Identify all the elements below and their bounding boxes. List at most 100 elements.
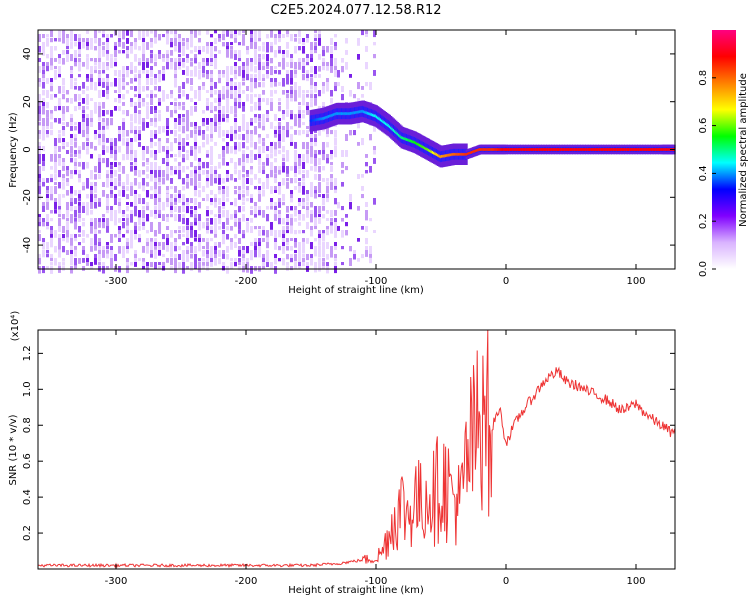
heatmap-cell (46, 130, 49, 136)
heatmap-cell (66, 226, 69, 232)
heatmap-cell (210, 246, 213, 253)
heatmap-cell (330, 90, 333, 97)
heatmap-cell (82, 258, 85, 263)
heatmap-cell (138, 46, 141, 51)
heatmap-cell (242, 78, 245, 82)
heatmap-cell (78, 170, 81, 177)
heatmap-cell (282, 154, 285, 159)
heatmap-cell (134, 150, 137, 157)
heatmap-cell (310, 54, 313, 59)
heatmap-cell (78, 106, 81, 110)
heatmap-cell (78, 174, 81, 179)
heatmap-cell (50, 50, 53, 56)
heatmap-cell (238, 170, 241, 176)
heatmap-cell (198, 174, 201, 182)
heatmap-cell (290, 74, 293, 81)
heatmap-cell (114, 194, 117, 200)
heatmap-y-tick-label: 20 (22, 95, 33, 108)
heatmap-cell (298, 90, 301, 98)
heatmap-cell (254, 118, 257, 124)
heatmap-cell (226, 130, 229, 135)
heatmap-cell (330, 250, 333, 258)
heatmap-cell (286, 30, 289, 35)
heatmap-cell (218, 70, 221, 76)
heatmap-cell (242, 218, 245, 222)
heatmap-cell (202, 198, 205, 201)
heatmap-cell (190, 150, 193, 156)
heatmap-cell (230, 214, 233, 220)
heatmap-cell (38, 214, 41, 218)
heatmap-cell (142, 186, 145, 192)
heatmap-cell (86, 74, 89, 82)
heatmap-cell (365, 162, 368, 167)
heatmap-cell (98, 134, 101, 142)
heatmap-cell (361, 138, 364, 146)
heatmap-cell (210, 166, 213, 173)
heatmap-cell (74, 258, 77, 265)
heatmap-cell (118, 206, 121, 214)
heatmap-cell (330, 130, 333, 135)
heatmap-cell (242, 38, 245, 46)
heatmap-cell (162, 34, 165, 38)
heatmap-cell (98, 238, 101, 245)
heatmap-cell (326, 82, 329, 89)
heatmap-cell (110, 118, 113, 123)
heatmap-cell (74, 62, 77, 67)
snr-line (37, 329, 676, 569)
heatmap-cell (250, 198, 253, 203)
heatmap-cell (142, 30, 145, 37)
heatmap-cell (94, 70, 97, 74)
heatmap-cell (82, 250, 85, 255)
heatmap-cell (134, 262, 137, 267)
heatmap-cell (134, 138, 137, 142)
heatmap-cell (302, 202, 305, 208)
heatmap-cell (186, 66, 189, 74)
heatmap-cell (206, 42, 209, 50)
heatmap-cell (246, 70, 249, 75)
heatmap-cell (238, 90, 241, 94)
heatmap-cell (74, 138, 77, 142)
heatmap-cell (170, 210, 173, 214)
heatmap-cell (337, 82, 340, 87)
heatmap-cell (186, 230, 189, 238)
heatmap-cell (278, 166, 281, 173)
signal-point (595, 147, 599, 152)
heatmap-cell (70, 214, 73, 222)
heatmap-cell (58, 98, 61, 103)
colorbar-tick-label: 0.8 (698, 70, 709, 86)
heatmap-cell (42, 42, 45, 49)
heatmap-cell (322, 250, 325, 258)
heatmap-cell (330, 38, 333, 45)
heatmap-cell (306, 70, 309, 77)
heatmap-cell (234, 142, 237, 150)
heatmap-cell (218, 190, 221, 195)
heatmap-cell (318, 258, 321, 266)
heatmap-cell (62, 106, 65, 111)
heatmap-cell (198, 126, 201, 133)
heatmap-cell (106, 202, 109, 208)
heatmap-cell (82, 246, 85, 252)
heatmap-cell (294, 238, 297, 245)
heatmap-cell (310, 258, 313, 266)
heatmap-cell (302, 246, 305, 254)
heatmap-cell (254, 50, 257, 57)
heatmap-cell (298, 62, 301, 70)
heatmap-cell (82, 42, 85, 49)
heatmap-cell (310, 94, 313, 100)
signal-point (543, 147, 547, 152)
heatmap-cell (130, 210, 133, 217)
heatmap-cell (150, 94, 153, 99)
heatmap-cell (186, 46, 189, 50)
heatmap-cell (78, 206, 81, 213)
heatmap-cell (62, 138, 65, 143)
heatmap-cell (182, 38, 185, 42)
heatmap-cell (230, 86, 233, 91)
heatmap-cell (258, 58, 261, 63)
heatmap-cell (182, 166, 185, 173)
heatmap-cell (258, 238, 261, 243)
heatmap-cell (278, 98, 281, 102)
heatmap-cell (82, 142, 85, 150)
heatmap-cell (258, 178, 261, 184)
heatmap-cell (98, 122, 101, 129)
heatmap-cell (190, 98, 193, 102)
